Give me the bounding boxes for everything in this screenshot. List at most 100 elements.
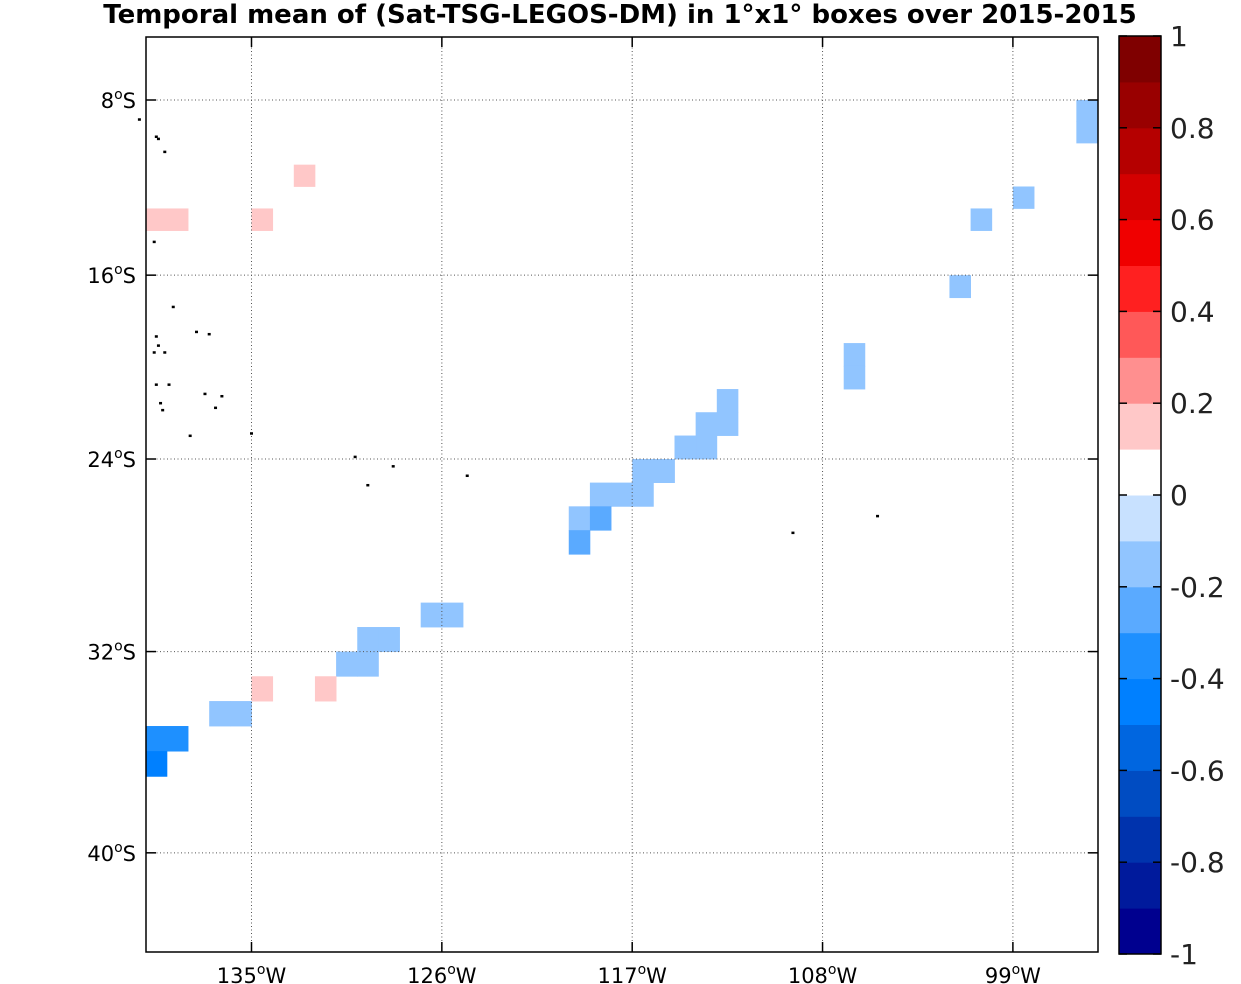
colorbar-bin	[1119, 219, 1161, 266]
plot-frame	[145, 36, 1099, 953]
y-tick-label: 16oS	[87, 262, 136, 288]
colorbar-bin	[1119, 449, 1161, 496]
data-cell	[314, 676, 337, 702]
data-cell	[145, 208, 168, 231]
x-tick-label: 135oW	[217, 962, 287, 984]
island-mark	[163, 150, 167, 154]
data-cell	[145, 751, 168, 777]
axis-ticks: 135oW 126oW 117oW 108oW 99oW 8oS 16oS 24oS 32oS 4…	[87, 37, 1098, 984]
island-mark	[791, 531, 795, 535]
island-mark	[154, 383, 158, 386]
colorbar-bin	[1119, 81, 1161, 129]
data-cell	[145, 726, 168, 752]
colorbar-bin	[1119, 311, 1161, 358]
plot-area: 135oW 126oW 117oW 108oW 99oW 8oS 16oS 24oS 32oS 4…	[87, 36, 1099, 984]
colorbar-tick-label: 0.4	[1170, 295, 1215, 328]
island-mark	[391, 465, 395, 468]
island-mark	[159, 401, 163, 405]
colorbar-bin	[1119, 127, 1161, 175]
colorbar-tick-label: -0.8	[1170, 846, 1225, 879]
island-mark	[465, 474, 469, 478]
island-mark	[214, 406, 218, 410]
island-mark	[154, 135, 158, 138]
y-tick-label: 32oS	[87, 639, 136, 665]
y-tick-label: 24oS	[87, 446, 136, 472]
island-mark	[366, 483, 370, 487]
data-cell	[166, 726, 189, 752]
data-cell	[209, 701, 231, 727]
data-cell	[970, 208, 993, 231]
colorbar-tick-label: 0.2	[1170, 387, 1215, 420]
colorbar: 1 0.8 0.6 0.4 0.2 0 -0.2 -0.4 -0.6 -0.8 -1	[1118, 20, 1225, 971]
x-tick-label: 99oW	[985, 962, 1041, 984]
data-cell	[251, 208, 274, 231]
colorbar-bin	[1119, 357, 1161, 404]
data-cell	[336, 651, 358, 677]
colorbar-bin	[1119, 862, 1161, 909]
data-cell	[441, 602, 464, 628]
chart-title: Temporal mean of (Sat-TSG-LEGOS-DM) in 1…	[103, 0, 1136, 30]
colorbar-tick-label: -0.2	[1170, 571, 1225, 604]
data-cell	[378, 627, 400, 652]
island-mark	[137, 118, 141, 121]
colorbar-bin	[1119, 586, 1161, 634]
island-mark	[156, 344, 160, 347]
colorbar-tick-label: -1	[1170, 938, 1198, 971]
colorbar-bin	[1119, 908, 1161, 955]
colorbar-tick-label: 0	[1170, 479, 1188, 512]
colorbar-tick-label: 1	[1170, 20, 1188, 53]
data-cell	[716, 412, 739, 436]
data-cell	[1076, 100, 1098, 122]
data-cell	[293, 164, 316, 187]
data-cell	[589, 482, 612, 507]
data-cell	[653, 459, 675, 484]
island-mark	[220, 394, 224, 398]
data-cell	[251, 676, 274, 702]
data-cell	[611, 482, 633, 507]
data-cell	[568, 506, 591, 531]
colorbar-bin	[1119, 678, 1161, 725]
island-mark	[156, 137, 160, 141]
data-cell	[949, 275, 971, 299]
island-mark	[250, 432, 253, 435]
data-cell	[166, 208, 189, 231]
data-cell	[1012, 186, 1035, 209]
colorbar-bin	[1119, 265, 1161, 312]
data-cell	[843, 365, 866, 390]
island-mark	[154, 335, 158, 338]
colorbar-bin	[1119, 724, 1161, 771]
island-mark	[152, 351, 156, 354]
colorbar-ticks: 1 0.8 0.6 0.4 0.2 0 -0.2 -0.4 -0.6 -0.8 -1	[1119, 20, 1225, 971]
data-cell	[568, 530, 591, 555]
colorbar-bin	[1119, 173, 1161, 221]
gridlines	[146, 37, 1098, 952]
data-cell	[357, 627, 379, 652]
colorbar-bins	[1119, 36, 1161, 955]
data-cell	[716, 389, 739, 413]
island-mark	[171, 305, 175, 309]
colorbar-tick-label: -0.4	[1170, 663, 1225, 696]
colorbar-bin	[1119, 770, 1161, 817]
data-cell	[843, 343, 866, 367]
colorbar-bin	[1119, 36, 1161, 83]
colorbar-bin	[1119, 632, 1161, 680]
data-cell	[589, 506, 612, 531]
island-mark	[167, 383, 171, 386]
island-mark	[195, 330, 199, 334]
colorbar-bin	[1119, 540, 1161, 588]
land-markers	[137, 118, 880, 535]
data-cell	[1076, 121, 1098, 144]
island-mark	[152, 240, 156, 244]
island-mark	[161, 408, 165, 412]
y-tick-label: 40oS	[87, 840, 136, 866]
data-cell	[230, 701, 252, 727]
data-cell	[357, 651, 379, 677]
data-cell	[632, 482, 654, 507]
colorbar-tick-label: 0.8	[1170, 112, 1215, 145]
colorbar-bin	[1119, 495, 1161, 542]
x-tick-label: 108oW	[788, 962, 858, 984]
island-mark	[203, 392, 207, 396]
island-mark	[207, 332, 211, 336]
island-mark	[876, 514, 880, 518]
